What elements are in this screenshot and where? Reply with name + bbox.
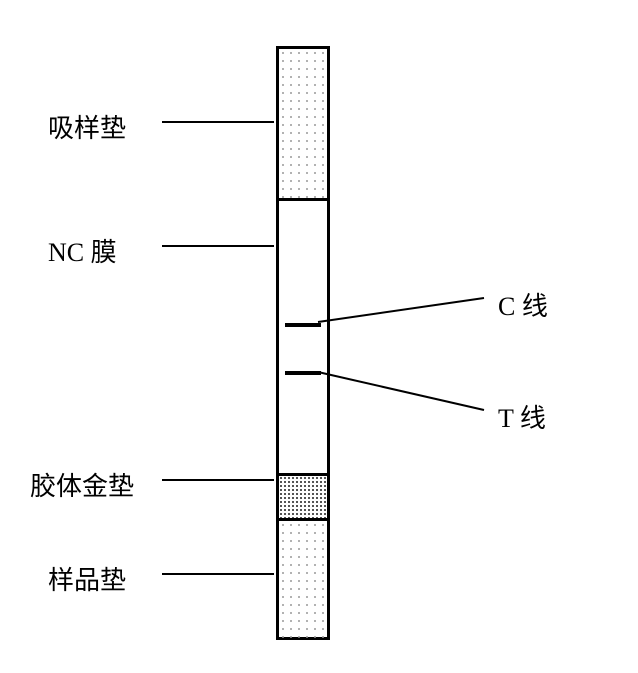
leader-t-line	[0, 0, 638, 673]
test-strip-diagram: 吸样垫 NC 膜 胶体金垫 样品垫 C 线 T 线	[0, 0, 638, 673]
